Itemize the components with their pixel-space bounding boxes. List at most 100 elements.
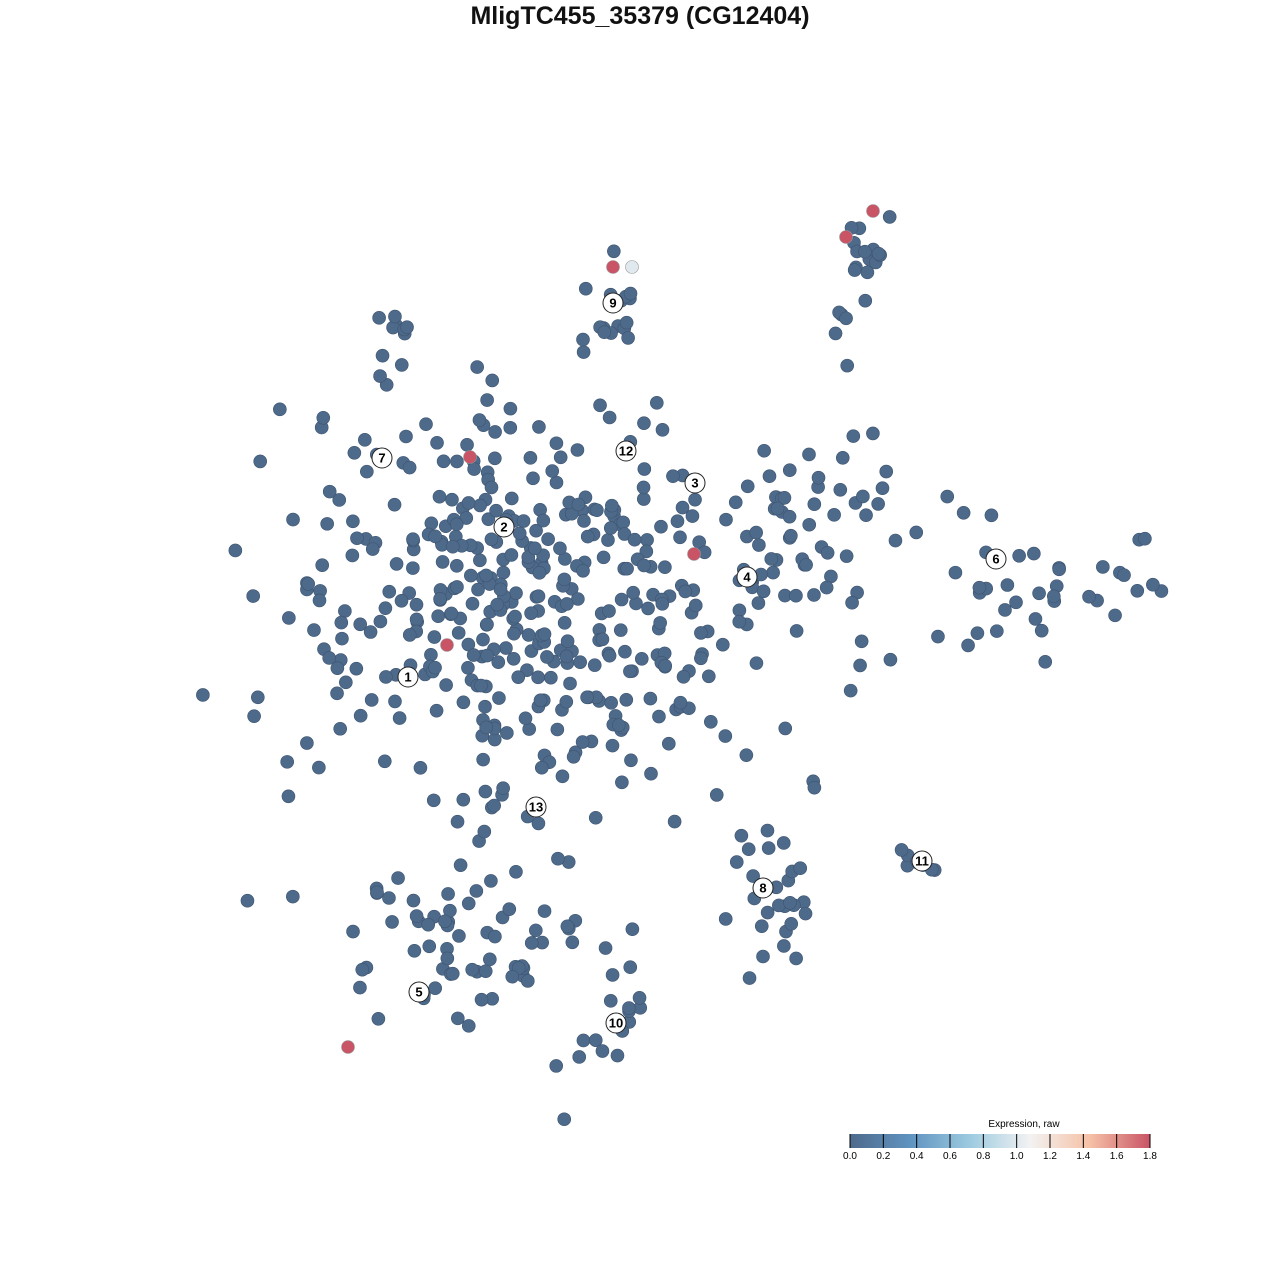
cell-point [676, 670, 691, 684]
cell-point [364, 693, 379, 707]
cell-point [839, 549, 854, 563]
cluster-label: 11 [911, 850, 933, 872]
cell-point [485, 373, 500, 388]
cell-point [349, 661, 364, 676]
cell-point [196, 688, 210, 702]
cell-point [540, 650, 554, 664]
cell-point [315, 558, 330, 573]
cell-point [798, 906, 813, 921]
highlighted-cell-point [440, 638, 454, 652]
cell-point [833, 482, 848, 497]
cell-point [487, 798, 501, 813]
cell-point [1000, 578, 1015, 592]
cell-point [467, 462, 481, 476]
cell-point [636, 492, 651, 506]
cell-point [956, 505, 971, 520]
cell-point [1117, 568, 1131, 582]
cell-point [375, 348, 390, 363]
cell-point [472, 413, 487, 427]
cell-point [480, 648, 494, 663]
cell-point [389, 557, 404, 571]
cell-point [766, 565, 780, 580]
cell-point [619, 693, 634, 707]
cell-point [430, 435, 444, 450]
highlighted-cell-point [606, 260, 620, 274]
cell-point [685, 509, 700, 523]
cell-point [523, 451, 538, 465]
cell-point [544, 670, 558, 685]
cell-point [879, 464, 894, 479]
cell-point [480, 393, 494, 407]
cell-point [391, 871, 405, 885]
cell-point [580, 690, 594, 705]
cell-point [643, 691, 658, 706]
cell-point [537, 627, 552, 642]
legend-tick-label: 0.2 [876, 1151, 890, 1162]
cell-point [469, 884, 484, 898]
cell-point [1012, 548, 1026, 563]
cell-point [488, 451, 502, 466]
cell-point [882, 210, 897, 224]
cell-point [461, 661, 475, 675]
cell-point [888, 533, 903, 548]
cell-point [373, 614, 388, 629]
cell-point [756, 949, 770, 964]
cell-point [675, 500, 690, 515]
cell-point [613, 623, 628, 637]
cell-point [438, 914, 452, 929]
cells-layer [196, 210, 1169, 1127]
cell-point [484, 532, 499, 547]
cell-point [421, 917, 435, 932]
cell-point [866, 426, 880, 441]
cell-point [620, 561, 634, 576]
cell-point [322, 651, 336, 665]
cell-point [496, 781, 510, 796]
highlighted-cell-point [839, 230, 853, 244]
cell-point [509, 864, 523, 879]
cell-point [413, 761, 428, 775]
cell-point [749, 525, 763, 540]
cell-point [346, 514, 360, 529]
cell-point [407, 943, 422, 958]
cell-point [532, 566, 547, 580]
cell-point [550, 722, 565, 737]
cell-point [400, 320, 414, 335]
cell-point [728, 495, 743, 510]
cell-point [694, 651, 708, 666]
cluster-label-badge [605, 1012, 627, 1034]
cell-point [573, 655, 587, 669]
cell-point [479, 568, 493, 583]
cell-point [370, 885, 384, 900]
cell-point [228, 543, 243, 558]
cell-point [450, 580, 464, 594]
cell-point [521, 628, 536, 642]
cell-point [588, 810, 603, 825]
cell-point [961, 638, 975, 653]
cell-point [471, 582, 485, 597]
cell-point [355, 962, 370, 977]
cell-point [752, 538, 766, 552]
cell-point [246, 589, 260, 603]
cell-point [484, 480, 499, 495]
cell-point [637, 462, 652, 476]
cluster-label: 12 [615, 440, 637, 462]
cell-point [402, 628, 417, 642]
cell-point [746, 869, 760, 883]
cell-point [531, 589, 546, 603]
cell-point [566, 749, 581, 764]
cell-point [673, 695, 688, 710]
cell-point [666, 469, 680, 483]
cluster-label: 2 [493, 516, 515, 538]
cell-point [590, 503, 604, 517]
highlighted-cells-layer [341, 204, 880, 1054]
cell-point [571, 497, 586, 512]
cell-point [846, 429, 861, 443]
cell-point [534, 760, 549, 775]
cell-point [488, 929, 502, 944]
cell-point [793, 861, 808, 876]
cell-point [587, 658, 602, 672]
legend-title: Expression, raw [988, 1119, 1060, 1130]
cluster-label: 9 [602, 292, 624, 314]
cell-point [623, 664, 637, 679]
chart-title: MligTC455_35379 (CG12404) [470, 2, 810, 30]
